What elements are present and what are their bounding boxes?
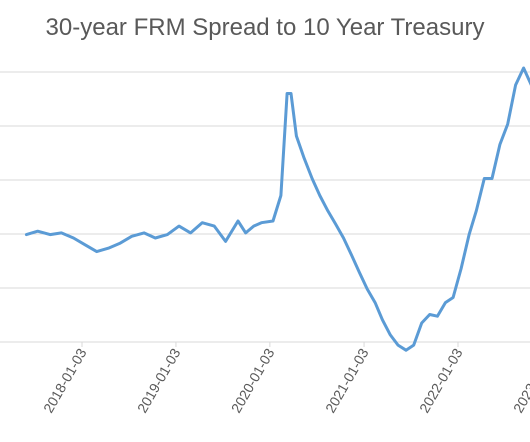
x-tick-label: 2023-01-03 bbox=[510, 345, 530, 415]
x-tick-label: 2018-01-03 bbox=[40, 345, 90, 415]
series-line-0 bbox=[24, 66, 530, 352]
x-axis-tick-labels: 2018-01-03 2019-01-03 2020-01-03 2021-01-03… bbox=[40, 342, 530, 416]
series-layer bbox=[24, 66, 530, 352]
gridlines bbox=[0, 71, 530, 343]
x-tick-label: 2021-01-03 bbox=[322, 345, 372, 415]
x-tick-label: 2022-01-03 bbox=[416, 345, 466, 415]
x-tick-label: 2019-01-03 bbox=[134, 345, 184, 415]
chart-title: 30-year FRM Spread to 10 Year Treasury bbox=[45, 14, 485, 41]
x-tick-label: 2020-01-03 bbox=[228, 345, 278, 415]
